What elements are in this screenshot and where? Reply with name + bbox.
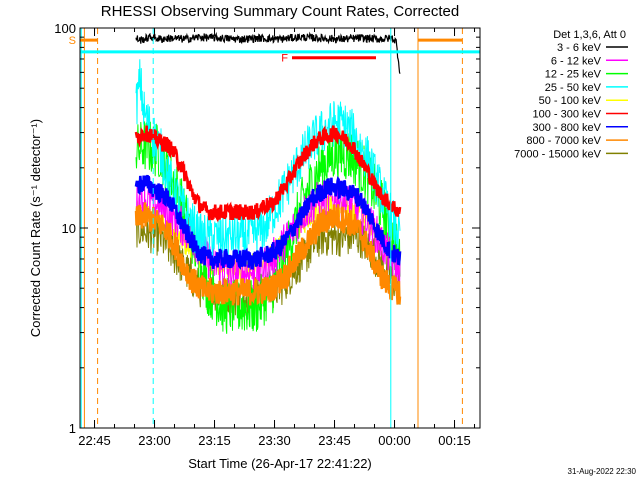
series-line-3-6-kev [135,31,401,74]
series-line-25-50-kev [135,59,401,262]
x-tick-label: 23:15 [198,433,231,448]
x-tick-label: 00:15 [438,433,471,448]
axis-layer: S F 22:45 23:00 23:15 23:30 23:45 00:00 00:15 1 10… [54,21,480,448]
x-tick-label: 23:00 [138,433,171,448]
x-tick-label: 00:00 [378,433,411,448]
series-layer [134,31,402,334]
y-tick-label: 100 [54,21,76,36]
y-tick-label: 10 [62,221,76,236]
legend-title: Det 1,3,6, Att 0 [553,29,626,41]
legend-label-100-300-kev: 100 - 300 keV [533,109,602,121]
y-tick-label: 1 [69,421,76,436]
x-tick-label: 23:45 [318,433,351,448]
x-axis-label: Start Time (26-Apr-17 22:41:22) [188,456,372,471]
overlay-layer [80,28,480,428]
legend-label-800-7000-kev: 800 - 7000 keV [526,135,601,147]
x-tick-label: 22:45 [78,433,111,448]
footer-date: 31-Aug-2022 22:30 [568,467,637,476]
flag-label-f: F [281,53,288,65]
legend-label-12-25-kev: 12 - 25 keV [545,69,602,81]
flag-label-s: S [69,35,76,47]
y-axis-label: Corrected Count Rate (s⁻¹ detector⁻¹) [28,119,43,337]
legend-label-3-6-kev: 3 - 6 keV [557,42,602,54]
series-line-300-800-kev [134,174,402,271]
plot-clip-group [80,28,480,428]
series-line-100-300-kev [134,125,402,223]
legend-label-300-800-kev: 300 - 800 keV [533,122,602,134]
legend-label-6-12-kev: 6 - 12 keV [551,55,602,67]
legend-label-50-100-kev: 50 - 100 keV [539,95,602,107]
legend-label-7000-15000-kev: 7000 - 15000 keV [514,148,602,160]
chart-title: RHESSI Observing Summary Count Rates, Co… [101,3,459,20]
legend-label-25-50-kev: 25 - 50 keV [545,82,602,94]
series-line-800-7000-kev [134,202,402,306]
x-tick-label: 23:30 [258,433,291,448]
